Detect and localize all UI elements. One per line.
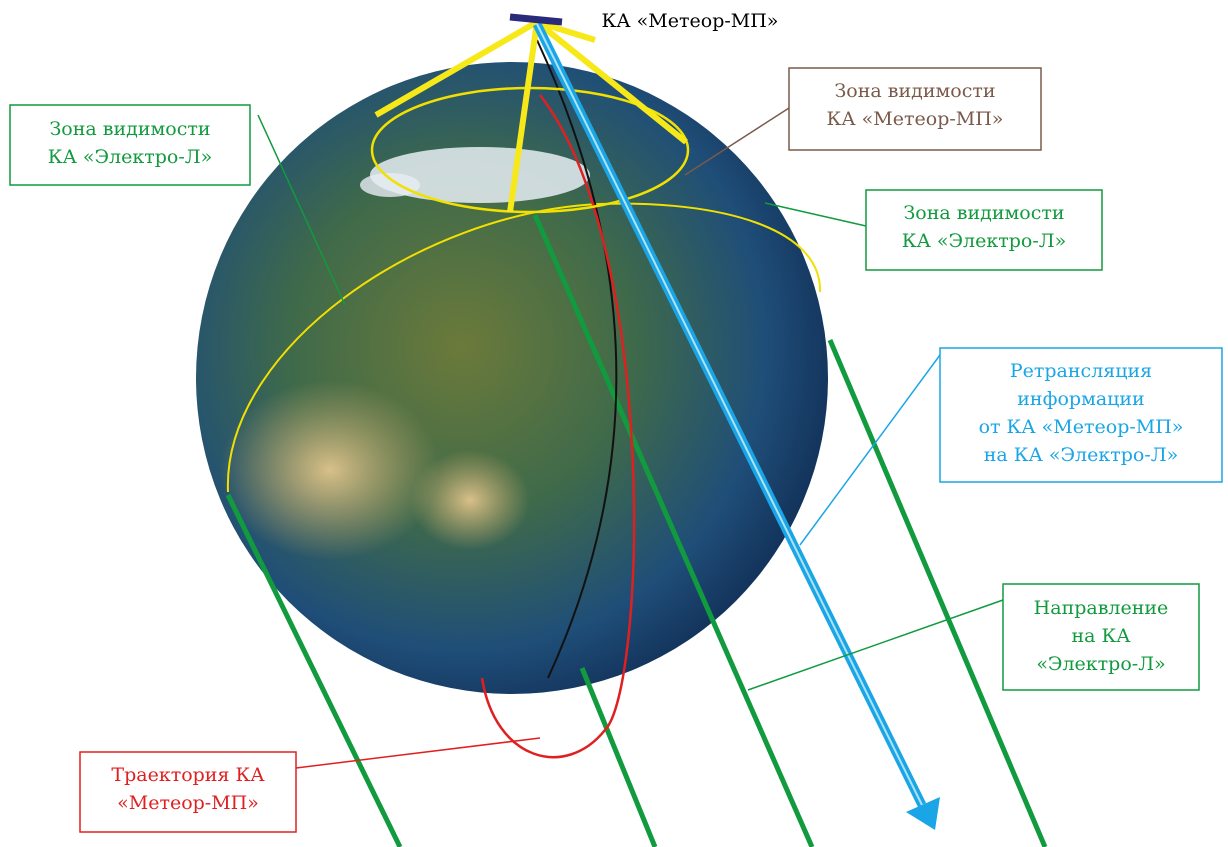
callout-text: КА «Электро-Л» <box>48 146 213 168</box>
callout-text: Ретрансляция <box>1010 360 1152 382</box>
satellite <box>509 13 563 26</box>
leader <box>257 114 346 306</box>
globe <box>196 62 828 694</box>
callout-text: КА «Метеор-МП» <box>827 108 1004 130</box>
callout-text: КА «Электро-Л» <box>902 230 1067 252</box>
leader <box>799 354 941 546</box>
callout-box <box>788 67 1042 151</box>
callout-text: информации <box>1017 388 1144 410</box>
direction-lines <box>225 213 1048 847</box>
callout-text: Зона видимости <box>834 80 995 102</box>
leader <box>295 737 541 769</box>
relay-arrow <box>532 22 940 830</box>
callout-text: Траектория КА <box>111 764 265 786</box>
callout-text: «Электро-Л» <box>1036 653 1165 675</box>
callout-box <box>1002 583 1200 691</box>
trajectory <box>480 94 636 759</box>
callout-text: Зона видимости <box>49 118 210 140</box>
electro-zone <box>226 202 822 493</box>
callout-text: «Метеор-МП» <box>117 792 259 814</box>
callout-text: на КА <box>1071 625 1131 647</box>
callout-box <box>79 751 297 833</box>
callout-text: Зона видимости <box>903 202 1064 224</box>
callout-box <box>865 189 1103 271</box>
callout-text: на КА «Электро-Л» <box>984 444 1179 466</box>
callout-texts: Зона видимости КА «Метеор-МП» Зона видимос… <box>48 80 1184 814</box>
callout-box <box>939 347 1223 483</box>
leader <box>684 107 790 176</box>
satellite-label: КА «Метеор-МП» <box>602 10 779 32</box>
callout-text: Направление <box>1034 597 1169 619</box>
callout-box <box>9 104 251 186</box>
leader <box>764 202 867 227</box>
leader <box>747 599 1004 691</box>
callout-text: от КА «Метеор-МП» <box>979 416 1184 438</box>
visibility-cone <box>374 19 688 213</box>
meridian <box>536 39 618 679</box>
